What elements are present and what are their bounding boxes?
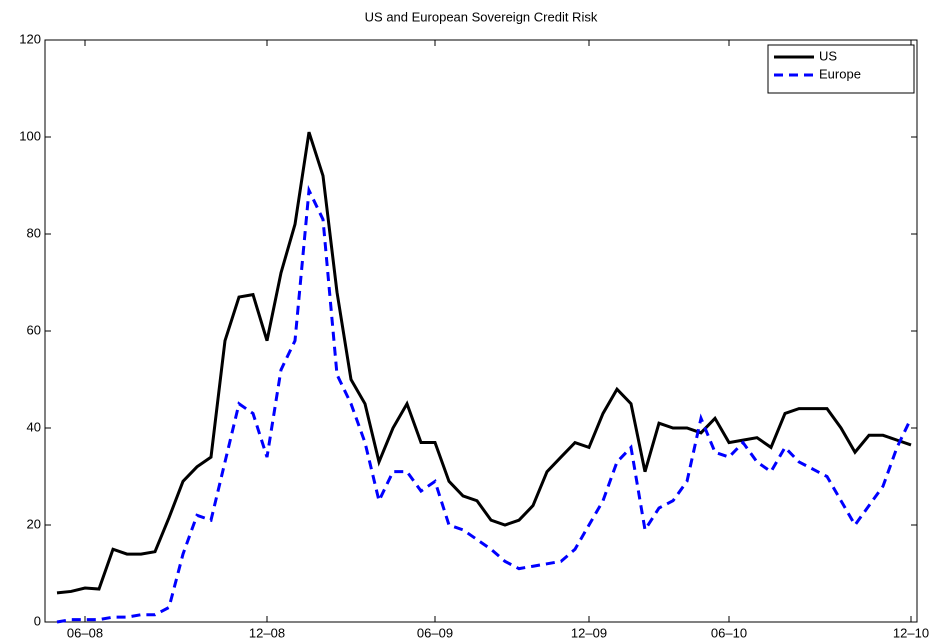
x-tick-label: 12–08 bbox=[249, 625, 285, 640]
y-tick-label: 60 bbox=[27, 322, 41, 337]
legend-label: US bbox=[819, 48, 837, 63]
line-series bbox=[56, 184, 913, 624]
x-tick-label: 06–09 bbox=[417, 625, 453, 640]
y-tick-label: 80 bbox=[27, 225, 41, 240]
y-tick-label: 40 bbox=[27, 419, 41, 434]
y-tick-label: 100 bbox=[19, 128, 41, 143]
legend-box bbox=[767, 44, 915, 94]
x-tick-label: 12–10 bbox=[893, 625, 929, 640]
y-tick-label: 20 bbox=[27, 516, 41, 531]
y-tick-label: 0 bbox=[34, 613, 41, 628]
x-tick-label: 06–08 bbox=[67, 625, 103, 640]
chart-title: US and European Sovereign Credit Risk bbox=[365, 9, 598, 24]
legend-label: Europe bbox=[819, 66, 861, 81]
x-tick-label: 06–10 bbox=[711, 625, 747, 640]
x-tick-label: 12–09 bbox=[571, 625, 607, 640]
plot-frame bbox=[44, 39, 918, 623]
y-tick-label: 120 bbox=[19, 31, 41, 46]
line-series bbox=[56, 131, 912, 595]
